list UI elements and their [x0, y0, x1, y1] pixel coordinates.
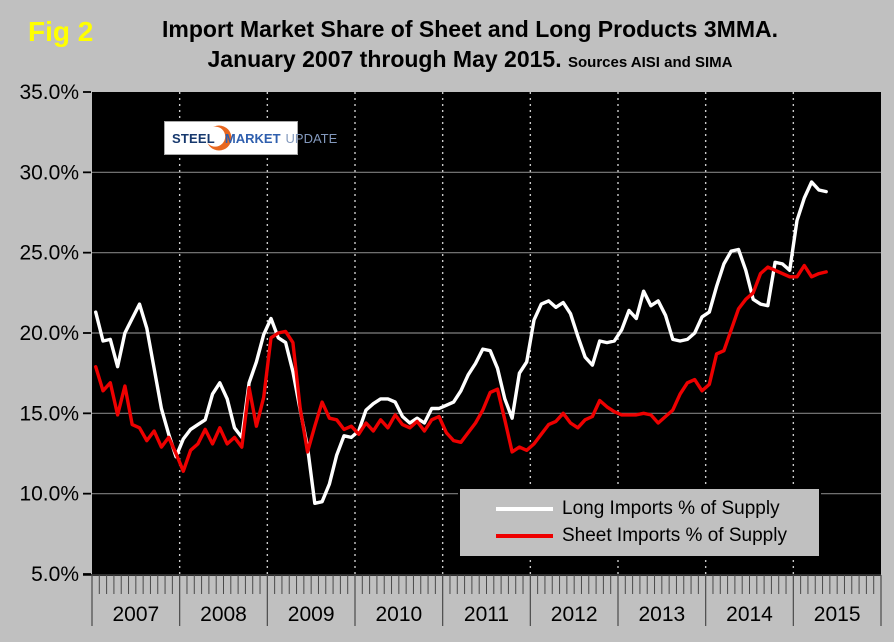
logo-word-update: UPDATE	[285, 130, 338, 146]
svg-text:15.0%: 15.0%	[19, 402, 79, 425]
svg-text:5.0%: 5.0%	[31, 563, 79, 586]
steel-market-update-logo: STEEL MARKET UPDATE	[164, 121, 337, 155]
svg-text:10.0%: 10.0%	[19, 483, 79, 506]
legend-item-sheet-imports: Sheet Imports % of Supply	[460, 525, 819, 547]
logo-crescent-icon	[205, 125, 232, 151]
figure-label: Fig 2	[28, 16, 94, 47]
svg-text:20.0%: 20.0%	[19, 322, 79, 345]
svg-text:2014: 2014	[726, 603, 773, 626]
chart-sources: Sources AISI and SIMA	[568, 54, 733, 71]
svg-text:2013: 2013	[638, 603, 685, 626]
svg-text:2012: 2012	[551, 603, 598, 626]
svg-text:25.0%: 25.0%	[19, 242, 79, 265]
chart-title-block: Import Market Share of Sheet and Long Pr…	[62, 15, 878, 78]
svg-text:2007: 2007	[112, 603, 159, 626]
chart-legend: Long Imports % of Supply Sheet Imports %…	[458, 487, 821, 558]
logo-word-market: MARKET	[224, 130, 281, 146]
svg-text:30.0%: 30.0%	[19, 161, 79, 184]
legend-label-long-imports: Long Imports % of Supply	[562, 497, 780, 519]
legend-item-long-imports: Long Imports % of Supply	[460, 498, 819, 520]
svg-text:2008: 2008	[200, 603, 247, 626]
chart-subtitle: January 2007 through May 2015.	[207, 46, 562, 72]
chart-title-line2: January 2007 through May 2015. Sources A…	[62, 44, 878, 78]
svg-text:2009: 2009	[288, 603, 335, 626]
chart-title-line1: Import Market Share of Sheet and Long Pr…	[162, 16, 778, 42]
legend-label-sheet-imports: Sheet Imports % of Supply	[562, 525, 787, 547]
logo-word-steel: STEEL	[172, 130, 215, 146]
svg-text:2010: 2010	[375, 603, 422, 626]
svg-text:2015: 2015	[814, 603, 861, 626]
long-imports-line-sample	[496, 506, 553, 511]
svg-text:35.0%: 35.0%	[19, 81, 79, 104]
sheet-imports-line-sample	[496, 534, 553, 539]
svg-text:2011: 2011	[464, 603, 509, 626]
